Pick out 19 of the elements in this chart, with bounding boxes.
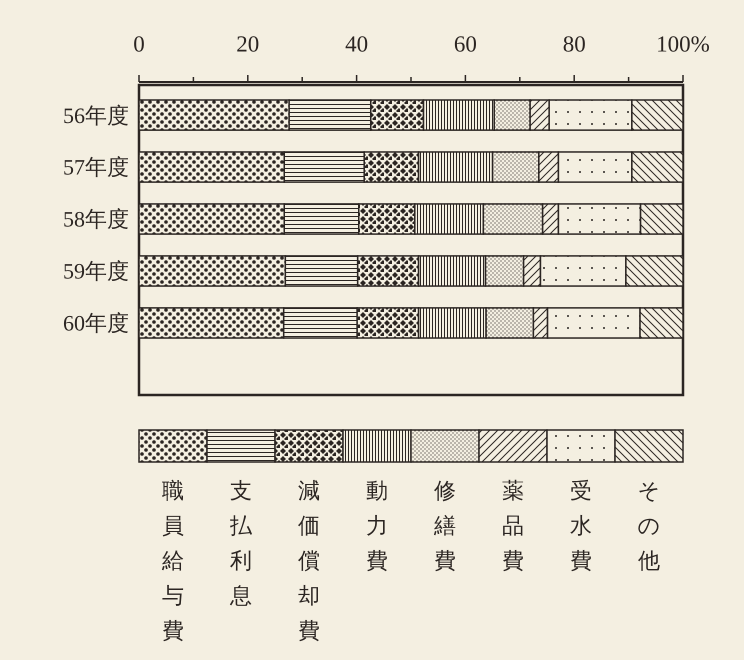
y-tick-label: 56年度 [63, 102, 129, 128]
legend-label: 支払利息 [229, 478, 253, 608]
legend-label: 減価償却費 [298, 478, 320, 643]
legend-label: 修繕費 [433, 478, 456, 573]
legend-label: 薬品費 [502, 478, 524, 573]
legend-label: その他 [638, 478, 660, 573]
y-tick-label: 57年度 [63, 154, 129, 180]
x-tick-label: 20 [236, 31, 260, 56]
y-tick-label: 58年度 [63, 206, 129, 232]
y-tick-label: 59年度 [63, 258, 129, 284]
legend-label: 職員給与費 [161, 478, 184, 643]
y-tick-label: 60年度 [63, 310, 129, 336]
x-tick-label: 40 [345, 31, 368, 56]
x-tick-label: 80 [562, 31, 586, 56]
legend-label: 受水費 [570, 478, 592, 573]
x-tick-label: 100% [656, 31, 710, 56]
x-tick-label: 0 [133, 31, 145, 56]
legend-label: 動力費 [366, 478, 388, 573]
x-tick-label: 60 [454, 31, 477, 56]
